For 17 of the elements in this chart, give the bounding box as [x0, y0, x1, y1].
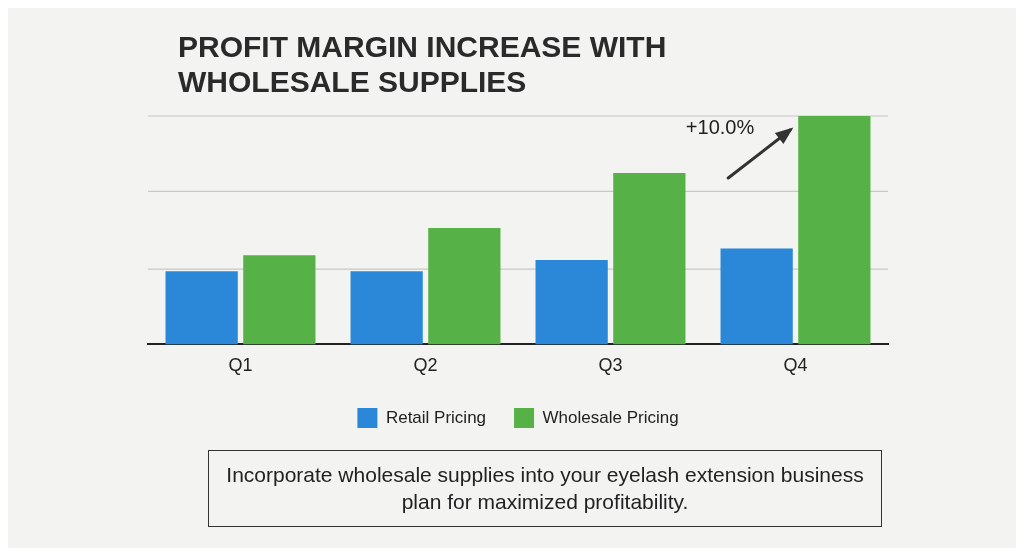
bar	[798, 116, 871, 345]
annotation: +10.0%	[685, 115, 755, 138]
bar	[243, 255, 316, 345]
bar	[350, 271, 423, 345]
legend-label: Wholesale Pricing	[542, 407, 679, 427]
x-tick-label: Q2	[413, 355, 438, 376]
bar	[720, 248, 793, 345]
x-tick-label: Q1	[228, 355, 253, 376]
bar	[535, 259, 608, 345]
legend-label: Retail Pricing	[385, 407, 487, 427]
bar	[165, 271, 238, 345]
note-box: Incorporate wholesale supplies into your eyelash extension business plan for maximized profitability.	[208, 450, 882, 527]
x-tick-label: Q4	[783, 355, 808, 376]
chart-title: PROFIT MARGIN INCREASE WITH WHOLESALE SUPPLIES	[178, 30, 668, 99]
bar	[428, 227, 501, 345]
x-tick-label: Q3	[598, 355, 623, 376]
bar	[613, 173, 686, 345]
